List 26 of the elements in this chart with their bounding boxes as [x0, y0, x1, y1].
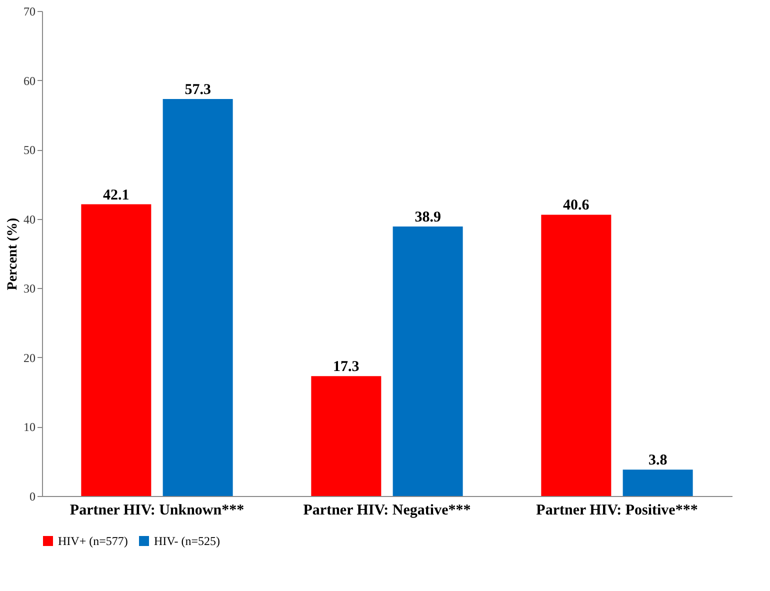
bar	[622, 470, 693, 496]
bar	[311, 376, 382, 496]
y-tick-label: 40	[24, 212, 36, 226]
data-label: 17.3	[333, 359, 360, 376]
data-label: 42.1	[103, 187, 130, 204]
x-tick-label: Partner HIV: Positive***	[536, 502, 698, 518]
y-tick-label: 70	[24, 4, 36, 18]
bar	[81, 204, 152, 496]
y-tick-label: 30	[24, 282, 36, 296]
bar	[162, 98, 233, 496]
y-tick-label: 10	[24, 420, 36, 434]
x-tick-label: Partner HIV: Unknown***	[70, 502, 244, 518]
bar	[392, 226, 463, 496]
x-tick-label: Partner HIV: Negative***	[303, 502, 471, 518]
bar	[541, 214, 612, 496]
data-label: 57.3	[184, 82, 211, 98]
y-tick-label: 60	[24, 74, 36, 88]
legend-label: HIV+ (n=577)	[58, 534, 128, 548]
y-axis-title: Percent (%)	[6, 217, 20, 290]
legend-label: HIV- (n=525)	[154, 534, 220, 548]
data-label: 40.6	[563, 198, 590, 214]
data-label: 3.8	[648, 452, 668, 469]
data-label: 38.9	[414, 209, 441, 226]
y-tick-label: 20	[24, 350, 36, 365]
y-tick-label: 0	[30, 490, 36, 504]
y-tick-label: 50	[24, 143, 36, 158]
